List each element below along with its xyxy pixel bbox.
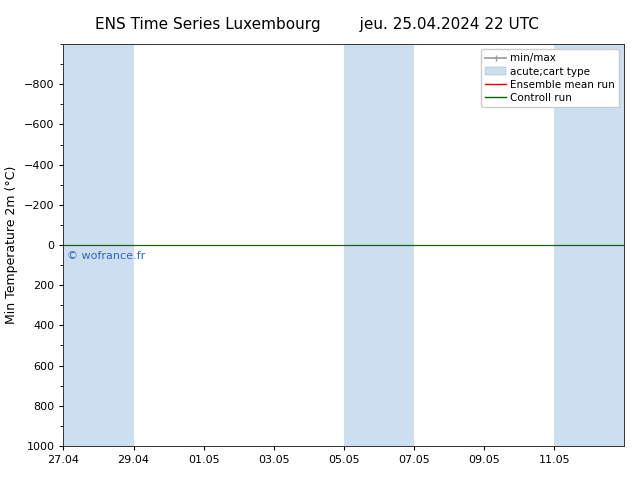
Text: © wofrance.fr: © wofrance.fr xyxy=(67,251,145,261)
Legend: min/max, acute;cart type, Ensemble mean run, Controll run: min/max, acute;cart type, Ensemble mean … xyxy=(481,49,619,107)
Y-axis label: Min Temperature 2m (°C): Min Temperature 2m (°C) xyxy=(5,166,18,324)
Bar xyxy=(63,44,134,446)
Bar xyxy=(554,44,624,446)
Bar xyxy=(344,44,414,446)
Text: ENS Time Series Luxembourg        jeu. 25.04.2024 22 UTC: ENS Time Series Luxembourg jeu. 25.04.20… xyxy=(95,17,539,32)
